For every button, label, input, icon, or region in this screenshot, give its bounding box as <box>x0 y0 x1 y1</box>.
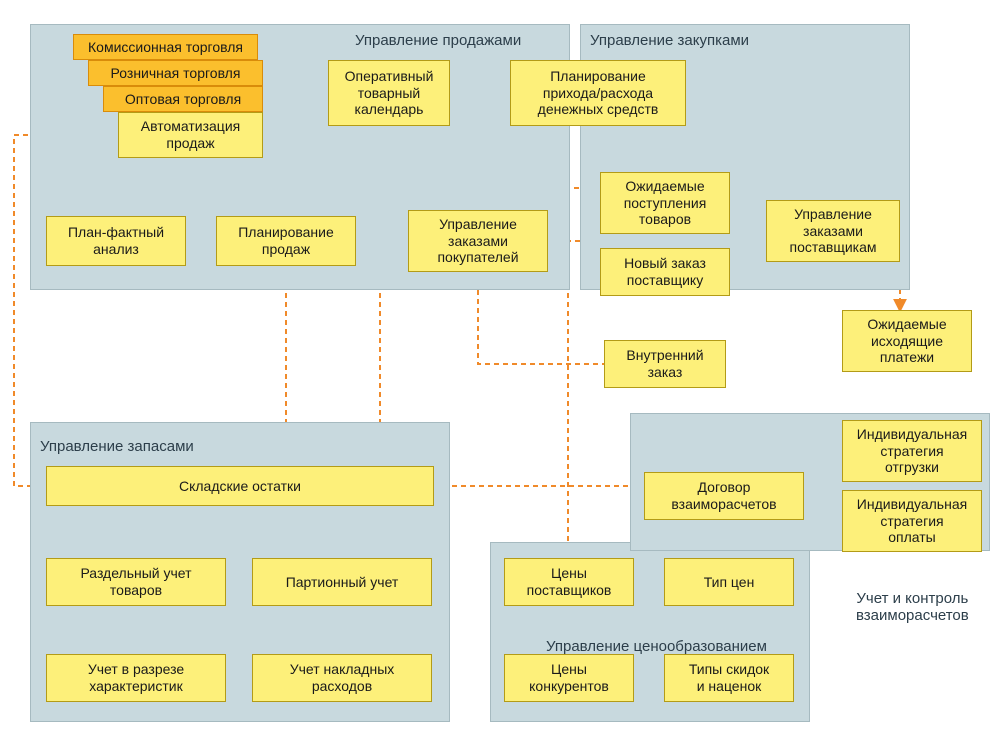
node-n_planfact: План-фактный анализ <box>46 216 186 266</box>
node-n_expected: Ожидаемые поступления товаров <box>600 172 730 234</box>
node-n_compprice: Цены конкурентов <box>504 654 634 702</box>
node-n_contract: Договор взаиморасчетов <box>644 472 804 520</box>
node-n_discounts: Типы скидок и наценок <box>664 654 794 702</box>
node-n_wholesale: Оптовая торговля <box>103 86 263 112</box>
group-title-g_settle: Учет и контроль взаиморасчетов <box>856 590 969 624</box>
node-n_charact: Учет в разрезе характеристик <box>46 654 226 702</box>
node-n_salesplan: Планирование продаж <box>216 216 356 266</box>
node-n_batch: Партионный учет <box>252 558 432 606</box>
node-n_paystrat: Индивидуальная стратегия оплаты <box>842 490 982 552</box>
node-n_sepacc: Раздельный учет товаров <box>46 558 226 606</box>
node-n_cashplan: Планирование прихода/расхода денежных ср… <box>510 60 686 126</box>
node-n_retail: Розничная торговля <box>88 60 263 86</box>
group-title-g_pricing: Управление ценообразованием <box>546 638 767 655</box>
node-n_orders: Управление заказами покупателей <box>408 210 548 272</box>
group-title-g_purchase: Управление закупками <box>590 32 749 49</box>
node-n_suporders: Управление заказами поставщикам <box>766 200 900 262</box>
node-n_commission: Комиссионная торговля <box>73 34 258 60</box>
node-n_outpay: Ожидаемые исходящие платежи <box>842 310 972 372</box>
diagram-stage: { "canvas": { "w": 1000, "h": 740, "bg":… <box>0 0 1000 740</box>
node-n_overhead: Учет накладных расходов <box>252 654 432 702</box>
node-n_supprice: Цены поставщиков <box>504 558 634 606</box>
node-n_shipstrat: Индивидуальная стратегия отгрузки <box>842 420 982 482</box>
node-n_stockrem: Складские остатки <box>46 466 434 506</box>
node-n_pricetype: Тип цен <box>664 558 794 606</box>
group-title-g_stock: Управление запасами <box>40 438 194 455</box>
node-n_intorder: Внутренний заказ <box>604 340 726 388</box>
group-title-g_sales: Управление продажами <box>355 32 521 49</box>
node-n_autosales: Автоматизация продаж <box>118 112 263 158</box>
node-n_neworder: Новый заказ поставщику <box>600 248 730 296</box>
node-n_calendar: Оперативный товарный календарь <box>328 60 450 126</box>
